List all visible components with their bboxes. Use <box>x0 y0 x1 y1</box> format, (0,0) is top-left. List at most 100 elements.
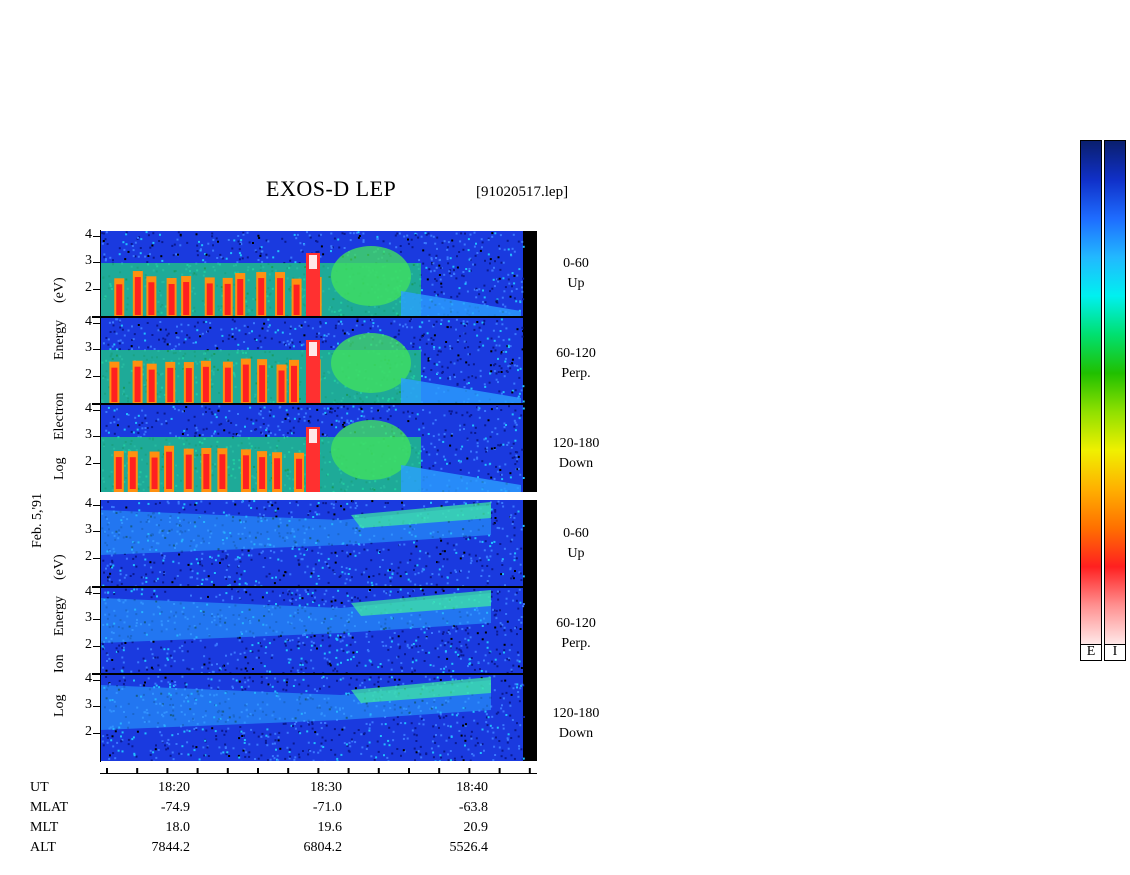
noise-pixel <box>328 566 331 569</box>
noise-pixel <box>265 646 268 649</box>
noise-pixel <box>349 232 352 235</box>
noise-pixel <box>356 417 359 420</box>
noise-pixel <box>346 744 349 747</box>
noise-pixel <box>503 429 506 432</box>
noise-pixel <box>469 636 472 639</box>
electron-burst-core <box>166 451 173 489</box>
noise-pixel <box>437 656 440 659</box>
noise-pixel <box>466 411 469 414</box>
noise-pixel <box>138 502 141 505</box>
noise-pixel <box>489 435 492 438</box>
noise-pixel <box>412 590 415 593</box>
noise-pixel <box>140 576 143 579</box>
noise-pixel <box>243 324 246 327</box>
noise-pixel <box>187 584 190 586</box>
noise-pixel <box>454 569 457 572</box>
noise-pixel <box>427 627 430 630</box>
noise-pixel <box>403 235 406 238</box>
noise-pixel <box>441 639 444 642</box>
noise-pixel <box>464 346 467 349</box>
noise-pixel <box>120 582 123 585</box>
noise-pixel <box>489 290 491 293</box>
noise-pixel <box>297 420 300 423</box>
noise-pixel <box>219 253 222 256</box>
noise-pixel <box>494 510 497 513</box>
noise-pixel <box>225 569 228 571</box>
noise-pixel <box>266 670 269 673</box>
noise-pixel <box>322 685 325 687</box>
noise-pixel <box>173 577 176 580</box>
noise-pixel <box>358 408 361 411</box>
noise-pixel <box>152 256 155 259</box>
noise-pixel <box>439 717 442 720</box>
noise-pixel <box>498 390 501 393</box>
noise-pixel <box>340 648 343 651</box>
noise-pixel <box>420 289 423 292</box>
noise-pixel <box>422 426 425 429</box>
noise-pixel <box>362 232 365 235</box>
noise-pixel <box>495 378 498 381</box>
noise-pixel <box>298 594 301 597</box>
noise-pixel <box>195 233 198 236</box>
noise-pixel <box>500 371 503 373</box>
noise-pixel <box>218 669 221 672</box>
noise-pixel <box>506 620 509 623</box>
noise-pixel <box>345 567 348 570</box>
noise-pixel <box>208 254 211 257</box>
noise-pixel <box>212 244 214 247</box>
noise-pixel <box>442 716 445 719</box>
noise-pixel <box>318 604 321 607</box>
noise-pixel <box>480 238 483 241</box>
noise-pixel <box>328 662 331 665</box>
noise-pixel <box>509 568 512 571</box>
noise-pixel <box>454 453 457 456</box>
noise-pixel <box>468 626 471 629</box>
noise-pixel <box>511 413 514 416</box>
noise-pixel <box>433 677 436 680</box>
noise-pixel <box>277 329 280 332</box>
noise-pixel <box>463 378 466 381</box>
noise-pixel <box>484 540 487 543</box>
noise-pixel <box>445 665 447 668</box>
noise-pixel <box>474 744 477 747</box>
noise-pixel <box>136 730 139 733</box>
noise-pixel <box>146 427 149 429</box>
noise-pixel <box>455 277 458 280</box>
noise-pixel <box>475 451 478 454</box>
noise-pixel <box>496 630 499 633</box>
noise-pixel <box>310 594 313 597</box>
noise-pixel <box>316 408 319 411</box>
electron-burst-core <box>224 283 231 315</box>
noise-pixel <box>461 628 464 631</box>
noise-pixel <box>506 345 509 348</box>
noise-pixel <box>418 428 421 431</box>
noise-pixel <box>445 715 448 717</box>
noise-pixel <box>284 757 287 760</box>
noise-pixel <box>298 417 301 420</box>
noise-pixel <box>204 510 207 513</box>
noise-pixel <box>496 502 499 505</box>
noise-pixel <box>196 329 199 332</box>
noise-pixel <box>354 596 356 599</box>
noise-pixel <box>503 248 506 251</box>
noise-pixel <box>354 641 357 644</box>
noise-pixel <box>345 644 348 647</box>
noise-pixel <box>357 231 360 234</box>
noise-pixel <box>381 665 383 668</box>
noise-pixel <box>495 322 498 325</box>
noise-pixel <box>351 328 354 331</box>
noise-pixel <box>496 526 499 529</box>
noise-pixel <box>343 635 346 638</box>
noise-pixel <box>500 392 503 395</box>
noise-pixel <box>390 640 393 643</box>
noise-pixel <box>514 512 517 515</box>
noise-pixel <box>449 269 452 272</box>
noise-pixel <box>447 631 450 634</box>
noise-pixel <box>248 500 251 503</box>
noise-pixel <box>111 345 114 348</box>
noise-pixel <box>199 597 202 600</box>
noise-pixel <box>403 504 406 507</box>
noise-pixel <box>264 557 267 559</box>
noise-pixel <box>520 389 523 392</box>
noise-pixel <box>477 408 480 411</box>
